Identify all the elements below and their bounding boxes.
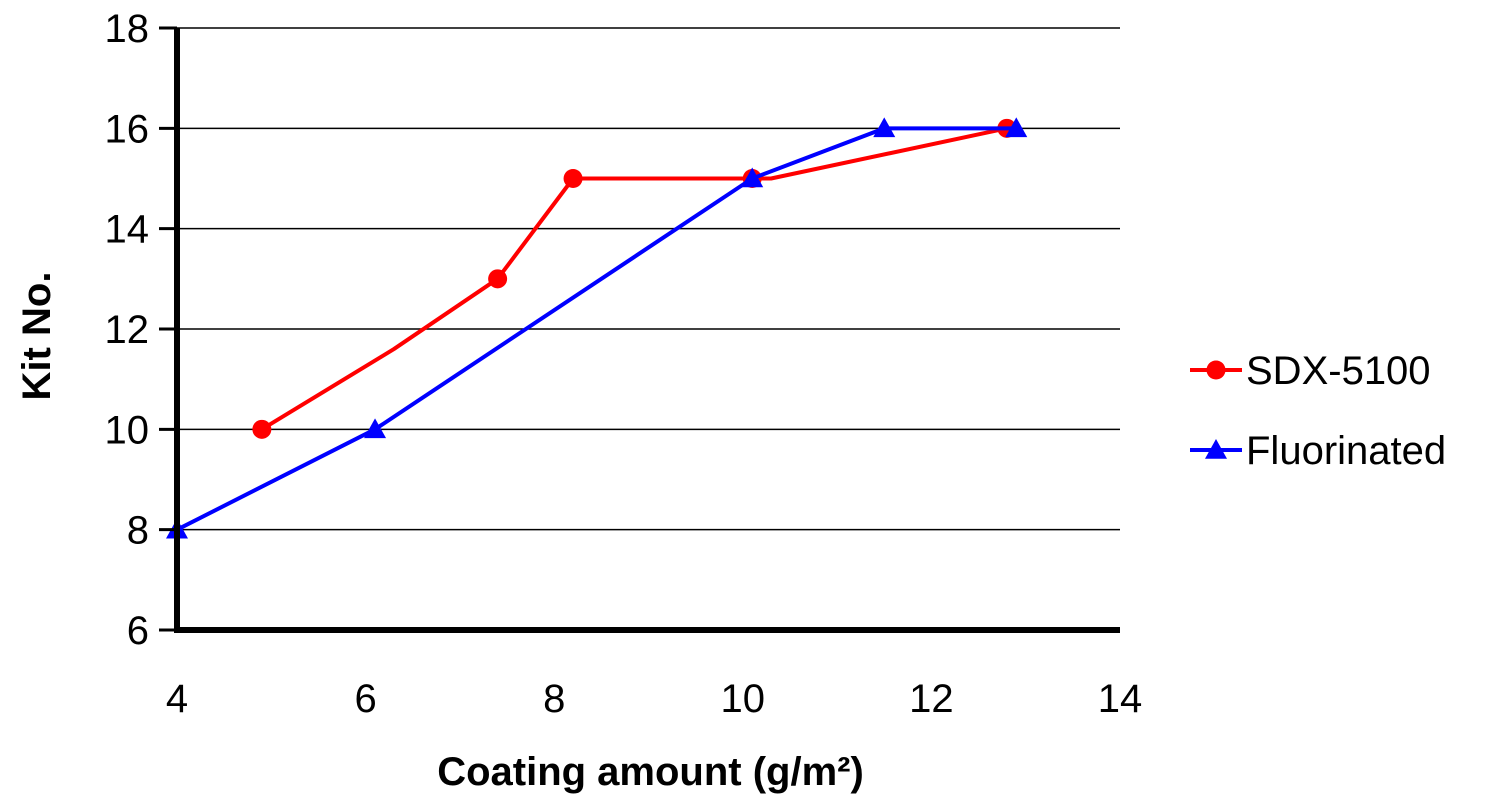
y-tick-label-14: 14 xyxy=(105,208,150,252)
y-tick-label-8: 8 xyxy=(127,509,149,553)
x-tick-label-8: 8 xyxy=(543,677,565,721)
legend: SDX-5100 Fluorinated xyxy=(1190,349,1446,473)
series-line-sdx-5100 xyxy=(260,126,1008,432)
data-point-sdx-5100-3 xyxy=(563,169,583,188)
x-tick-label-14: 14 xyxy=(1098,677,1143,721)
legend-label-fluorinated: Fluorinated xyxy=(1246,429,1446,473)
data-point-sdx-5100-0 xyxy=(252,419,272,439)
legend-item-fluorinated: Fluorinated xyxy=(1190,429,1446,473)
series-fluorinated xyxy=(166,117,1028,539)
data-point-fluorinated-1 xyxy=(364,418,387,439)
y-axis-title: Kit No. xyxy=(15,272,59,401)
y-tick-label-10: 10 xyxy=(105,408,150,452)
data-point-fluorinated-3 xyxy=(873,117,896,138)
legend-marker-fluorinated xyxy=(1205,439,1227,459)
data-point-sdx-5100-2 xyxy=(488,269,508,289)
x-tick-label-6: 6 xyxy=(354,677,376,721)
legend-marker-sdx-5100 xyxy=(1206,360,1226,380)
x-tick-label-4: 4 xyxy=(166,677,188,721)
x-tick-label-12: 12 xyxy=(909,677,954,721)
axes xyxy=(174,28,1120,633)
legend-item-sdx-5100: SDX-5100 xyxy=(1190,349,1431,393)
gridlines xyxy=(177,27,1120,531)
y-tick-label-6: 6 xyxy=(127,609,149,653)
x-tick-label-10: 10 xyxy=(721,677,766,721)
y-tick-label-18: 18 xyxy=(105,7,150,51)
y-tick-label-16: 16 xyxy=(105,107,150,151)
series-layer xyxy=(166,117,1028,539)
y-tick-label-12: 12 xyxy=(105,308,150,352)
series-sdx-5100 xyxy=(252,118,1017,439)
data-point-fluorinated-2 xyxy=(741,167,764,188)
x-axis-title: Coating amount (g/m²) xyxy=(437,750,864,794)
legend-label-sdx-5100: SDX-5100 xyxy=(1246,349,1431,393)
data-point-fluorinated-4 xyxy=(1005,117,1028,138)
